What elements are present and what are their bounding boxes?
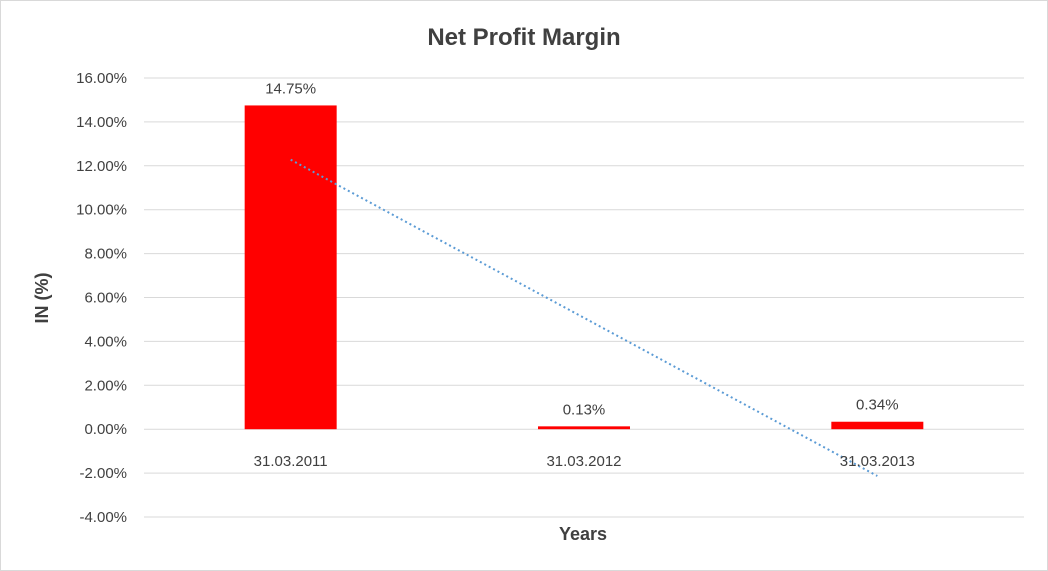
x-axis-categories: 31.03.2011 31.03.2012 31.03.2013 [254,453,915,470]
y-axis-title: IN (%) [32,273,52,324]
trendline [290,158,878,477]
bar [538,426,630,430]
x-axis-title: Years [559,524,607,544]
y-axis-ticks: 16.00% 14.00% 12.00% 10.00% 8.00% 6.00% 4.00% 2… [76,70,127,526]
y-tick-label: 6.00% [84,290,127,307]
chart-title: Net Profit Margin [427,24,620,51]
y-tick-label: 0.00% [84,421,127,438]
y-tick-label: -2.00% [79,465,127,482]
y-tick-label: -4.00% [79,509,127,526]
x-category-label: 31.03.2013 [840,453,915,470]
bars [244,105,924,430]
y-tick-label: 8.00% [84,246,127,263]
data-label: 14.75% [265,80,316,97]
y-tick-label: 12.00% [76,158,127,175]
y-tick-label: 16.00% [76,70,127,87]
y-tick-label: 14.00% [76,114,127,131]
bar [244,105,337,430]
linear-trendline [290,158,878,477]
y-tick-label: 10.00% [76,202,127,219]
x-category-label: 31.03.2011 [254,453,328,470]
x-category-label: 31.03.2012 [546,453,621,470]
y-tick-label: 4.00% [84,333,127,350]
bar [831,421,924,430]
data-label: 0.13% [563,401,606,418]
data-label: 0.34% [856,397,899,414]
y-tick-label: 2.00% [84,377,127,394]
data-labels: 14.75% 0.13% 0.34% [265,80,898,418]
